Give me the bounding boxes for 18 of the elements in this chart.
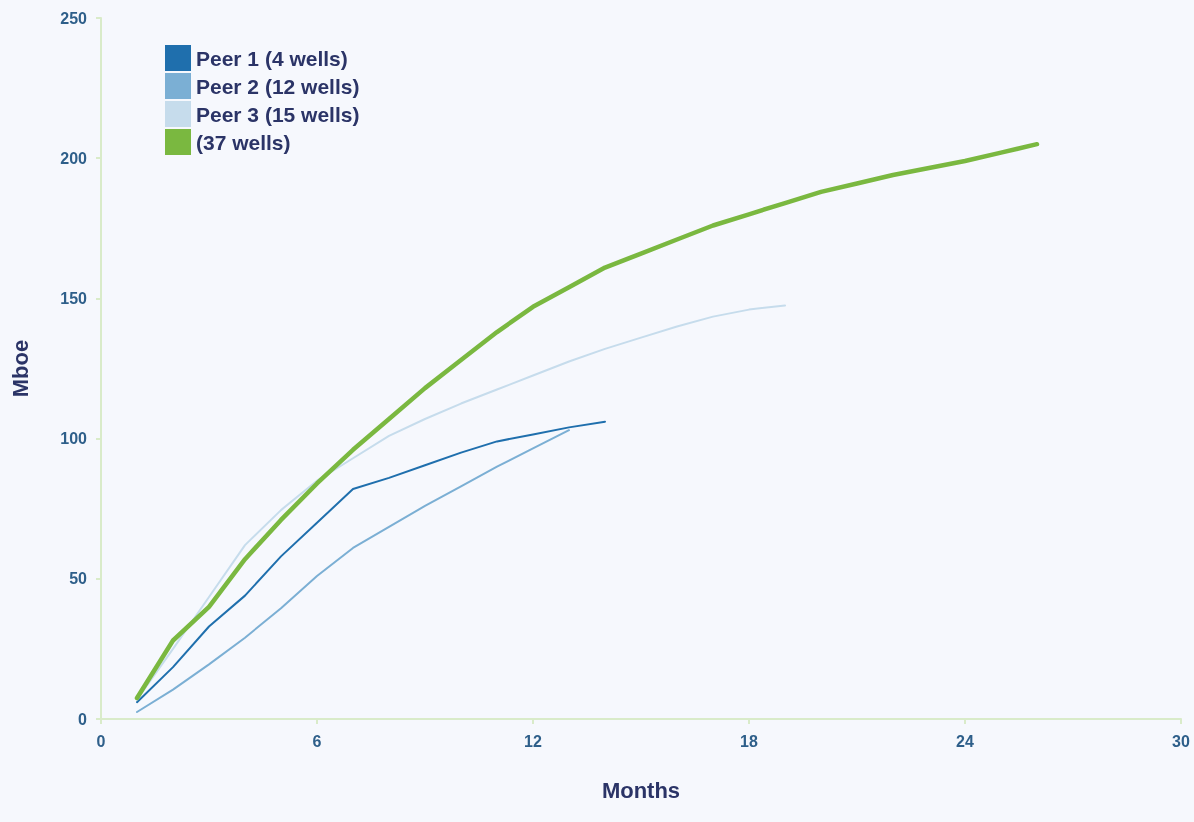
y-axis-title: Mboe	[7, 339, 33, 398]
x-tick-label: 6	[312, 732, 322, 750]
x-tick-label: 30	[1172, 732, 1190, 750]
y-tick-label: 100	[60, 430, 88, 448]
y-tick-label: 0	[78, 710, 88, 728]
legend-label: Peer 1 (4 wells)	[196, 46, 348, 70]
x-axis-title: Months	[601, 777, 681, 803]
y-tick-label: 200	[60, 149, 88, 167]
y-tick-label: 150	[60, 289, 88, 307]
legend-label: Peer 2 (12 wells)	[196, 74, 360, 98]
legend-label: (37 wells)	[196, 130, 291, 154]
legend-label: Peer 3 (15 wells)	[196, 102, 360, 126]
x-tick-label: 18	[740, 732, 758, 750]
x-tick-label: 0	[96, 732, 106, 750]
x-tick-label: 12	[524, 732, 542, 750]
x-tick-label: 24	[956, 732, 974, 750]
y-tick-label: 250	[60, 9, 88, 27]
y-tick-label: 50	[69, 570, 88, 588]
